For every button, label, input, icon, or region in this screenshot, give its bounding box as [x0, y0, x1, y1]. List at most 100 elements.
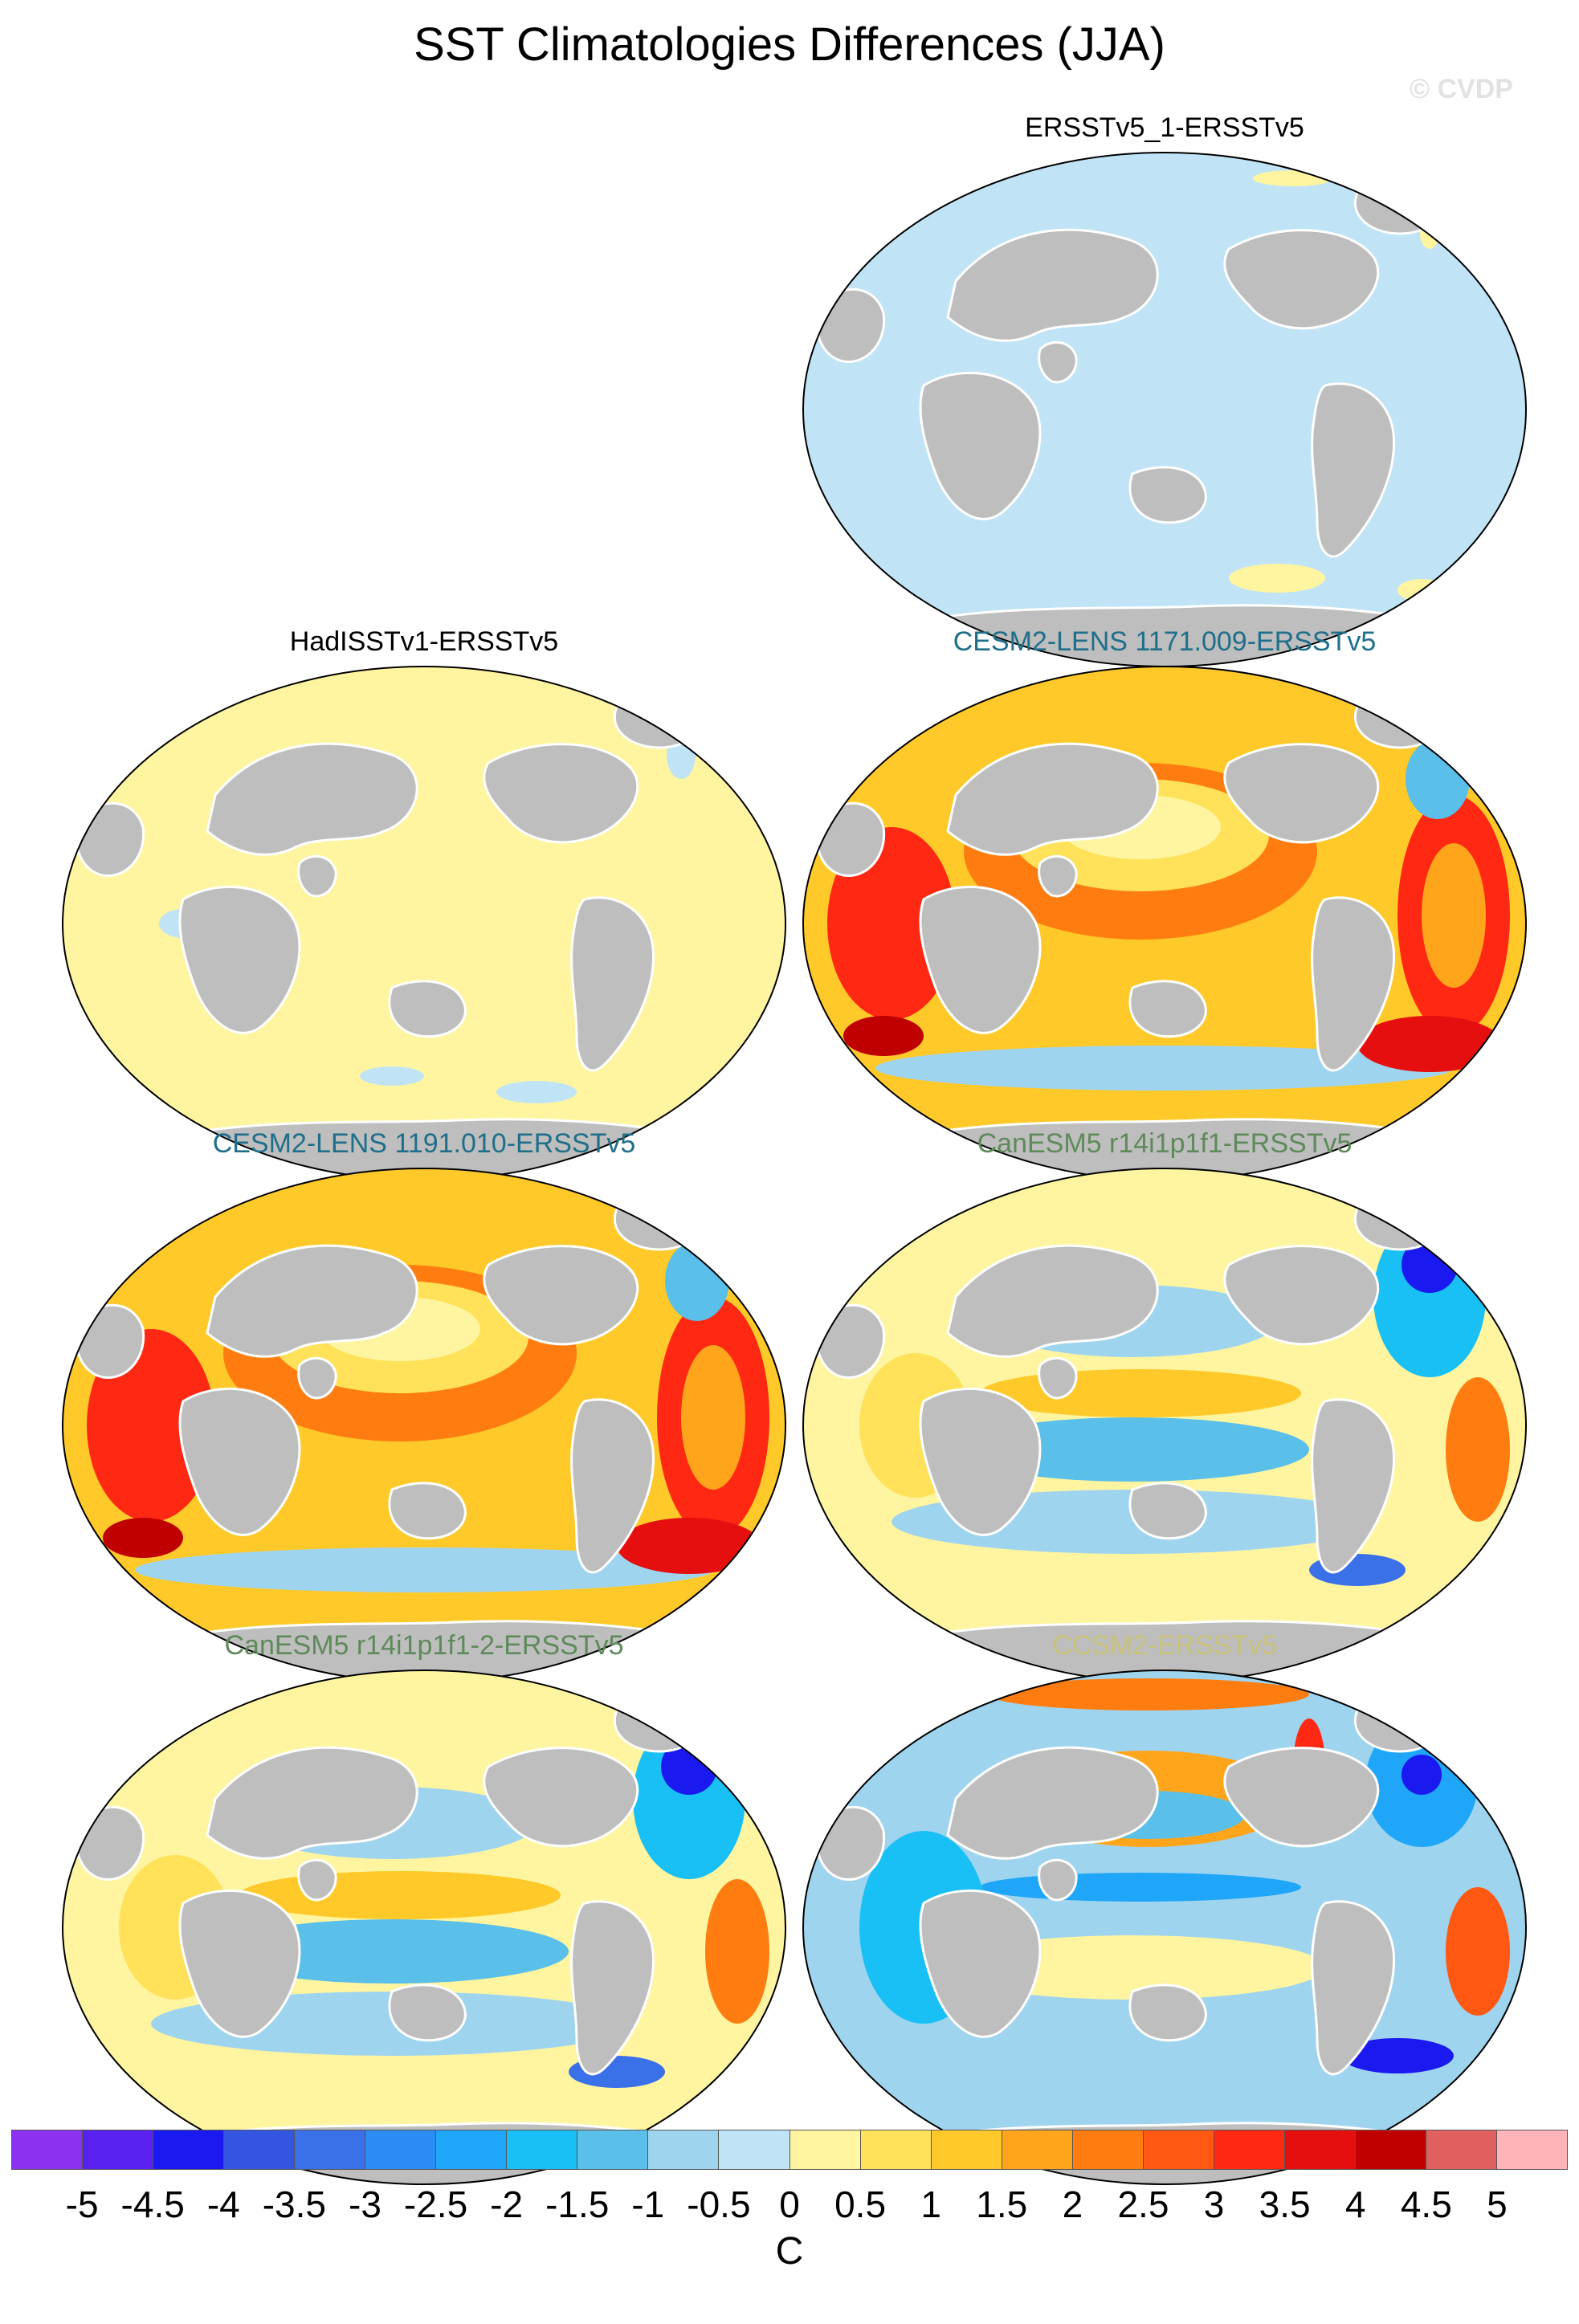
sst-anomaly-region [1229, 564, 1325, 593]
sst-anomaly-region [875, 1046, 1454, 1091]
colorbar-swatch [1284, 2130, 1356, 2169]
landmass [75, 801, 145, 878]
sst-anomaly-region [665, 1241, 729, 1321]
world-map [62, 666, 786, 1181]
sst-anomaly-region [135, 1547, 713, 1592]
world-map [802, 1670, 1527, 2185]
colorbar-swatch [719, 2130, 790, 2169]
landmass [1223, 229, 1380, 330]
sst-anomaly-region [87, 1329, 215, 1522]
colorbar-swatch [507, 2130, 578, 2169]
landmass [1128, 1984, 1207, 2042]
colorbar-tick-label: -2 [490, 2183, 524, 2225]
landmass [388, 980, 467, 1038]
sst-anomaly-region [617, 1518, 761, 1574]
colorbar-tick-label: -1.5 [545, 2183, 610, 2225]
landmass [206, 1746, 418, 1860]
colorbar-tick-label: 4.5 [1400, 2183, 1452, 2225]
landmass [1038, 1858, 1078, 1902]
colorbar-swatch [436, 2130, 508, 2169]
colorbar-label: C [775, 2230, 804, 2273]
colorbar-tick-label: 2 [1062, 2183, 1083, 2225]
landmass [1038, 340, 1078, 384]
landmass [297, 854, 337, 898]
world-map [802, 152, 1527, 667]
landmass [178, 1387, 301, 1536]
colorbar-swatch [577, 2130, 649, 2169]
sst-anomaly-region [1357, 1016, 1502, 1072]
landmass [1311, 896, 1396, 1072]
colorbar-swatch [1214, 2130, 1285, 2169]
landmass [946, 742, 1159, 856]
sst-anomaly-region [956, 1417, 1309, 1482]
colorbar-swatch [83, 2130, 154, 2169]
landmass [815, 1303, 886, 1380]
colorbar-swatch [224, 2130, 296, 2169]
landmass [483, 1245, 639, 1346]
sst-anomaly-region [215, 1919, 569, 1984]
colorbar-tick-label: 0.5 [834, 2183, 887, 2225]
panel-title: ERSSTv5_1-ERSSTv5 [1025, 112, 1304, 143]
panel-title: HadISSTv1-ERSSTv5 [289, 626, 559, 657]
landmass [1311, 1398, 1396, 1574]
colorbar-tick-label: -2.5 [403, 2183, 468, 2225]
map-panel-canesm5: CanESM5 r14i1p1f1-ERSSTv5 [795, 1128, 1534, 1690]
colorbar-tick-label: -5 [65, 2183, 99, 2225]
colorbar-tick-label: -4 [206, 2183, 240, 2225]
colorbar-swatch [1143, 2130, 1214, 2169]
sst-anomaly-region [360, 1066, 424, 1086]
map-panel-ccsm2: CCSM2-ERSSTv5 [795, 1630, 1534, 2192]
sst-anomaly-region [681, 1345, 745, 1490]
landmass [483, 743, 639, 844]
landmass [815, 287, 886, 364]
colorbar-tick-label: 5 [1487, 2183, 1508, 2225]
colorbar-tick-label: 2.5 [1117, 2183, 1169, 2225]
panel-title: CanESM5 r14i1p1f1-2-ERSSTv5 [224, 1630, 624, 1661]
landmass [1128, 466, 1207, 524]
colorbar-tick-label: 1 [920, 2183, 941, 2225]
sst-anomaly-region [843, 1016, 924, 1056]
panel-title: CCSM2-ERSSTv5 [1052, 1630, 1277, 1661]
sst-anomaly-region [980, 1369, 1301, 1417]
landmass [570, 1398, 655, 1574]
sst-anomaly-region [1406, 739, 1470, 819]
sst-anomaly-region [103, 1518, 183, 1558]
sst-anomaly-region [705, 1879, 769, 2024]
colorbar-tick-label: -3 [349, 2183, 381, 2225]
colorbar-swatch [1426, 2130, 1497, 2169]
sst-anomaly-region [980, 1873, 1301, 1902]
panel-title: CanESM5 r14i1p1f1-ERSSTv5 [977, 1128, 1353, 1159]
colorbar-swatch [790, 2130, 861, 2169]
figure-title: SST Climatologies Differences (JJA) [414, 18, 1165, 71]
sst-anomaly-region [239, 1871, 561, 1919]
watermark: © CVDP [1410, 74, 1513, 104]
landmass [206, 742, 418, 856]
map-panel-cesm2-1191: CESM2-LENS 1191.010-ERSSTv5 [55, 1128, 794, 1690]
world-map [62, 1168, 786, 1683]
colorbar-tick-label: -4.5 [120, 2183, 185, 2225]
colorbar-swatch [931, 2130, 1002, 2169]
landmass [946, 228, 1159, 342]
world-map [802, 1168, 1527, 1683]
landmass [75, 1303, 145, 1380]
map-outline [62, 1670, 786, 2185]
landmass [1223, 1245, 1380, 1346]
colorbar-swatch [153, 2130, 225, 2169]
world-map [62, 1670, 786, 2185]
colorbar-tick-label: 1.5 [976, 2183, 1028, 2225]
landmass [919, 1387, 1042, 1536]
landmass [815, 1805, 886, 1882]
landmass [1311, 1900, 1396, 2076]
landmass [919, 1889, 1042, 2038]
map-panel-canesm5-2: CanESM5 r14i1p1f1-2-ERSSTv5 [55, 1630, 794, 2192]
colorbar-swatch [12, 2130, 84, 2169]
colorbar-swatch [1002, 2130, 1073, 2169]
landmass [1128, 1482, 1207, 1540]
landmass [919, 885, 1042, 1034]
panel-title: CESM2-LENS 1171.009-ERSSTv5 [953, 626, 1377, 657]
landmass [570, 896, 655, 1072]
landmass [570, 1900, 655, 2076]
landmass [1128, 980, 1207, 1038]
colorbar-swatch [365, 2130, 437, 2169]
sst-anomaly-region [496, 1081, 577, 1103]
